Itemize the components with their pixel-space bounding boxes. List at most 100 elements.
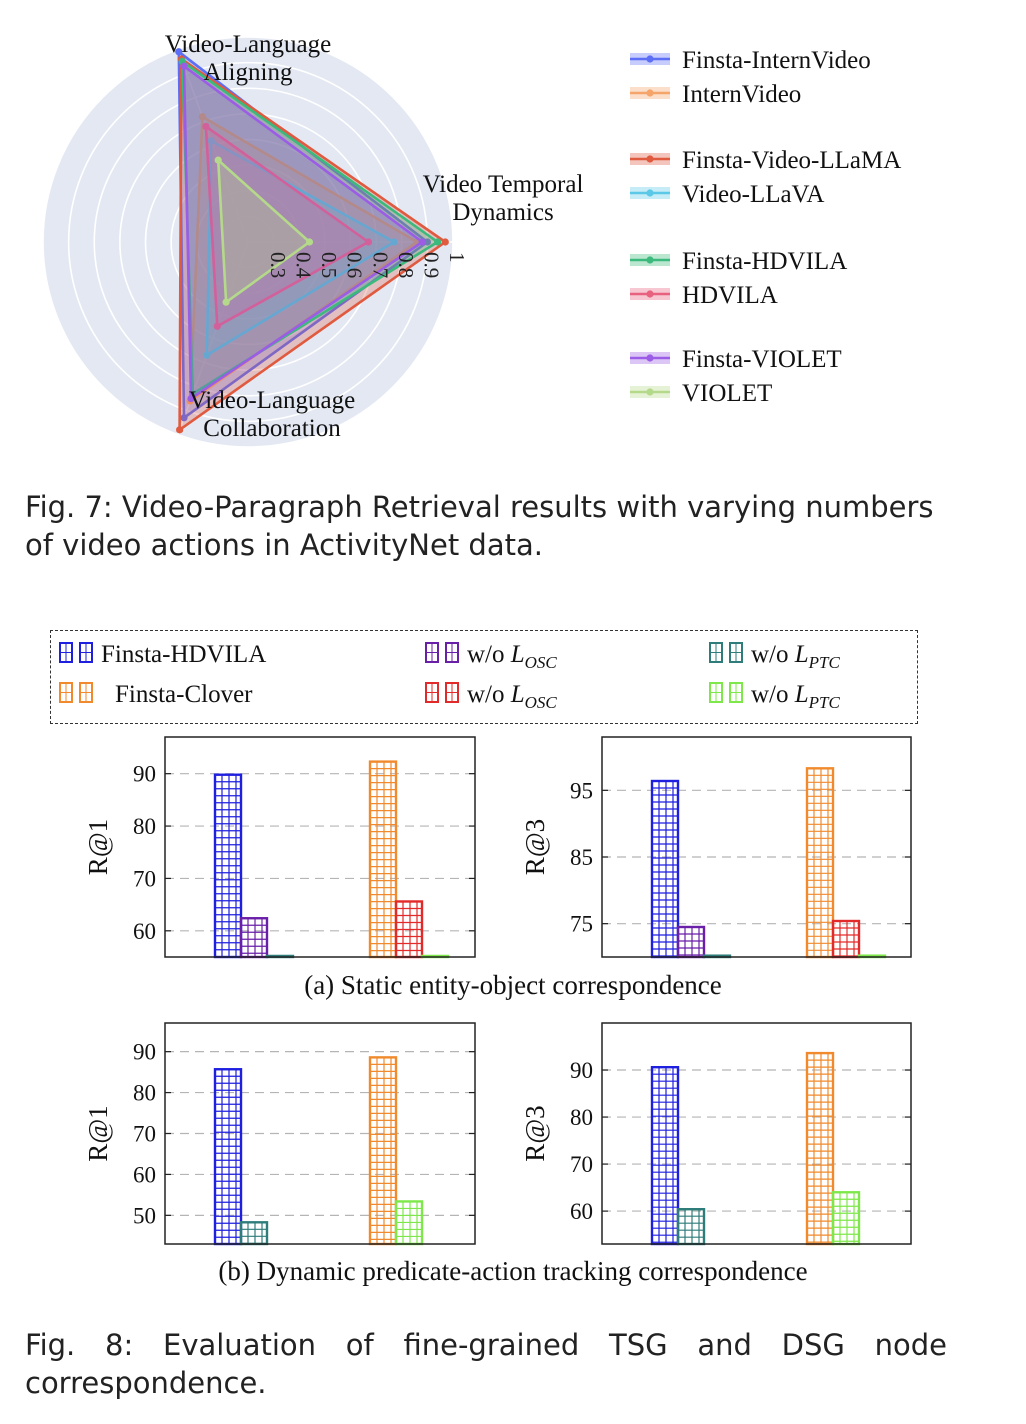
legend-swatch-graphic <box>59 642 93 663</box>
bar-outline <box>650 1065 680 1246</box>
bar-outline <box>394 1200 424 1246</box>
bar-tick-label: 80 <box>133 814 156 839</box>
bar-tick-label: 60 <box>133 919 156 944</box>
legend-item-wo-lptc-hdvila: w/o LPTC <box>709 641 840 673</box>
bar-outline <box>805 767 835 959</box>
bar-legend: Finsta-HDVILA w/o LOSC w/o LPTC Finsta-C… <box>50 630 918 724</box>
radar-axis-label-line: Video-Language <box>165 31 331 58</box>
bar-chart-1: 60 70 80 90 R@1 <box>83 736 476 959</box>
radar-point <box>418 238 426 246</box>
bar-tick-label: 60 <box>133 1162 156 1187</box>
radar-tick-label: 0.9 <box>420 252 444 278</box>
bar-plot-frame <box>601 1022 912 1245</box>
legend-swatch-icon <box>709 681 745 712</box>
bar-tick-label: 80 <box>570 1105 593 1130</box>
radar-axis-label-line: Video-Language <box>189 387 355 414</box>
radar-point <box>180 62 188 70</box>
radar-point <box>202 122 210 131</box>
legend-swatch-icon <box>425 681 461 712</box>
legend-marker-icon <box>646 354 654 362</box>
legend-marker-icon <box>646 89 654 97</box>
bar-chart-2: 75 85 95 R@3 <box>520 736 912 959</box>
radar-point <box>180 414 188 422</box>
figure8-caption-line1: Fig. 8: Evaluation of fine-grained TSG a… <box>25 1328 947 1362</box>
radar-point <box>187 394 195 403</box>
radar-point <box>423 238 431 246</box>
legend-label: Finsta-InternVideo <box>682 47 871 74</box>
bar-outline <box>213 1068 243 1246</box>
bar-tick-label: 75 <box>570 912 593 937</box>
legend-item-finsta-clover: Finsta-Clover <box>59 681 253 712</box>
radar-series-violet <box>216 158 311 304</box>
bar-chart-3: 50 60 70 80 90 R@1 <box>83 1022 476 1246</box>
radar-point <box>305 238 314 246</box>
bar-tick-label: 90 <box>133 1040 156 1065</box>
legend-swatch-icon <box>425 641 461 672</box>
legend-item-wo-losc-clover: w/o LOSC <box>425 681 557 713</box>
bar-plot-frame <box>601 736 912 958</box>
radar-tick-label: 0.7 <box>368 252 392 278</box>
bar-chart-4: 60 70 80 90 R@3 <box>520 1022 912 1246</box>
legend-marker-icon <box>646 55 654 63</box>
bar-outline <box>857 954 887 959</box>
radar-point <box>214 156 222 164</box>
bar-outline <box>239 917 269 959</box>
legend-marker-icon <box>646 189 654 197</box>
bar-plot-frame <box>164 1022 476 1245</box>
legend-item-wo-losc-hdvila: w/o LOSC <box>425 641 557 673</box>
radar-tick-label: 1 <box>445 252 469 263</box>
radar-axis-label-line: Aligning <box>204 59 293 86</box>
figure8-caption-line2: correspondence. <box>25 1366 267 1400</box>
bar-outline <box>213 773 243 959</box>
legend-label: Finsta-VIOLET <box>682 346 842 373</box>
bar-tick-label: 50 <box>133 1203 156 1228</box>
radar-axis-label-line: Collaboration <box>203 415 341 442</box>
radar-point <box>203 351 211 359</box>
radar-point <box>364 238 373 246</box>
legend-marker-icon <box>646 256 654 264</box>
bar-tick-label: 80 <box>133 1081 156 1106</box>
legend-label: VIOLET <box>682 380 772 407</box>
bar-outline <box>265 954 295 959</box>
legend-label: Finsta-Video-LLaMA <box>682 147 901 174</box>
radar-point <box>390 238 398 246</box>
legend-swatch-graphic <box>425 642 459 663</box>
legend-item-finsta-hdvila: Finsta-HDVILA <box>59 641 266 672</box>
subcaption-b: (b) Dynamic predicate-action tracking co… <box>218 1256 808 1286</box>
radar-spoke <box>177 49 249 243</box>
radar-point <box>175 48 183 56</box>
radar-axis-label: Video Temporal Dynamics <box>423 171 584 226</box>
subcaption-a: (a) Static entity-object correspondence <box>304 970 722 1000</box>
radar-point <box>441 238 449 246</box>
legend-label: InternVideo <box>682 81 801 108</box>
bar-tick-label: 95 <box>570 778 593 803</box>
bar-outline <box>831 1191 861 1246</box>
bar-tick-label: 70 <box>570 1152 593 1177</box>
bar-outline <box>394 900 424 959</box>
bar-tick-label: 60 <box>570 1199 593 1224</box>
bar-outline <box>420 954 450 959</box>
bar-y-axis-label: R@3 <box>520 1105 550 1161</box>
legend-swatch-graphic <box>425 682 459 703</box>
radar-series-hdvila <box>204 125 370 328</box>
radar-axis-label: Video-Language Aligning <box>165 31 331 86</box>
figure8-caption: Fig. 8: Evaluation of fine-grained TSG a… <box>25 1326 947 1402</box>
bar-outline <box>239 1221 269 1246</box>
bar-plot-frame <box>164 736 476 958</box>
radar-tick-label: 0.5 <box>317 252 341 278</box>
legend-label: Video-LLaVA <box>682 181 824 208</box>
legend-swatch-graphic <box>709 682 743 703</box>
legend-swatch-graphic <box>59 682 93 703</box>
radar-point <box>434 238 442 246</box>
legend-swatch-icon <box>59 641 95 672</box>
radar-point <box>213 322 221 330</box>
radar-series-finsta-video-llama <box>178 57 447 432</box>
bar-y-axis-label: R@1 <box>83 819 113 875</box>
radar-tick-label: 0.4 <box>291 252 315 279</box>
legend-item-wo-lptc-clover: w/o LPTC <box>709 681 840 713</box>
legend-marker-icon <box>646 388 654 396</box>
bar-outline <box>650 779 680 959</box>
radar-point <box>222 298 230 306</box>
legend-swatch-graphic <box>709 642 743 663</box>
